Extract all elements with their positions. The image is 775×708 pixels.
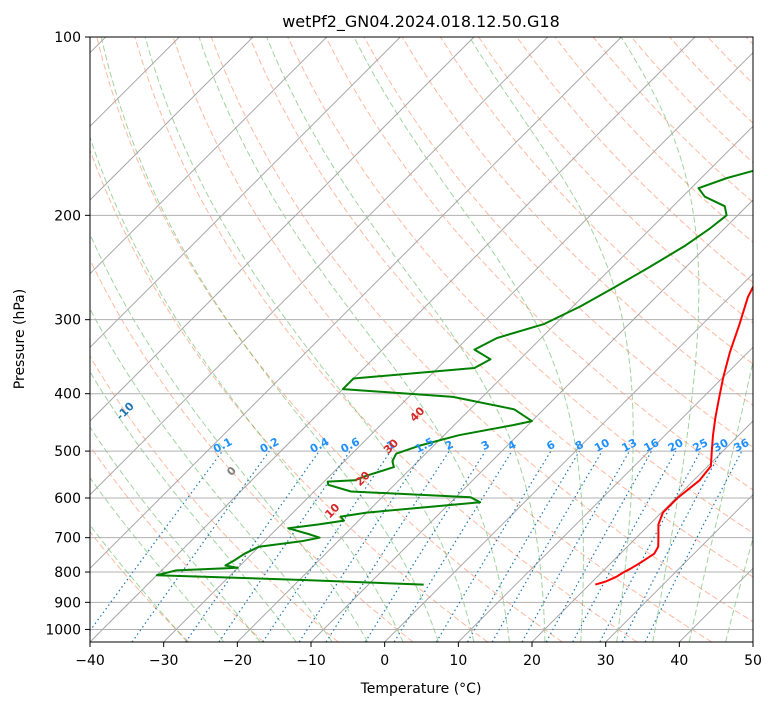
- mixing-ratio-line: [325, 450, 450, 642]
- moist-adiabat: [266, 37, 546, 642]
- dry-adiabat: [249, 37, 753, 578]
- dry-adiabat: [90, 148, 488, 642]
- mixing-ratio-label: 16: [642, 436, 662, 455]
- x-tick-label: 10: [449, 653, 467, 669]
- y-tick-label: 400: [54, 387, 81, 403]
- y-tick-label: 700: [54, 531, 81, 547]
- x-tick-label: −40: [75, 653, 105, 669]
- isotherm-line: [236, 125, 753, 642]
- isotherm-line: [384, 272, 753, 642]
- x-tick-label: −20: [223, 653, 253, 669]
- moist-adiabat: [90, 135, 404, 642]
- dry-adiabat: [516, 37, 753, 284]
- isotherm-line: [90, 37, 401, 349]
- mixing-ratio-line: [185, 450, 320, 642]
- y-tick-label: 300: [54, 313, 81, 329]
- moist-adiabat: [90, 476, 225, 642]
- moist-adiabat: [90, 370, 297, 642]
- moist-adiabat: [100, 37, 439, 642]
- dry-adiabat: [439, 37, 753, 365]
- y-tick-label: 500: [54, 444, 81, 460]
- dry-adiabat: [90, 445, 264, 642]
- moist-adiabat: [198, 37, 510, 642]
- dry-adiabat: [325, 37, 753, 491]
- x-tick-label: 30: [597, 653, 615, 669]
- plot-frame: [89, 36, 754, 643]
- x-tick-label: 40: [670, 653, 688, 669]
- mixing-ratio-line: [599, 450, 702, 642]
- y-tick-label: 800: [54, 565, 81, 581]
- moist-adiabat: [90, 232, 369, 642]
- isotherm-line: [752, 641, 753, 642]
- y-tick-label: 1000: [45, 622, 81, 638]
- mixing-ratio-line: [572, 450, 677, 642]
- dry-adiabat: [96, 37, 563, 642]
- mixing-ratio-line: [218, 450, 351, 642]
- moist-adiabat: [353, 37, 584, 642]
- isotherm-line: [310, 199, 753, 642]
- mixing-ratio-label: 30: [711, 436, 731, 455]
- moist-adiabat: [620, 37, 700, 642]
- moist-adiabat: [144, 37, 475, 642]
- isotherm-line: [90, 37, 475, 422]
- y-tick-label: 600: [54, 491, 81, 507]
- dry-adiabat: [134, 37, 638, 642]
- y-tick-label: 900: [54, 595, 81, 611]
- isotherm-line: [605, 493, 753, 642]
- mixing-ratio-line: [466, 450, 580, 642]
- isotherm-line: [90, 37, 549, 496]
- dewpoint-profile-line: [155, 169, 753, 586]
- mixing-ratio-line: [435, 450, 552, 642]
- x-tick-label: −10: [296, 653, 326, 669]
- y-axis-title: Pressure (hPa): [12, 289, 28, 389]
- mixing-ratio-line: [364, 450, 486, 642]
- isotherm-line: [457, 346, 753, 642]
- isotherm-line: [90, 37, 328, 275]
- isotherm-line: [90, 37, 254, 201]
- isotherm-line: [90, 37, 622, 570]
- isotherm-line: [531, 420, 753, 642]
- mixing-ratio-label: 25: [691, 436, 711, 455]
- chart-title: wetPf2_GN04.2024.018.12.50.G18: [282, 12, 560, 32]
- x-tick-label: 20: [523, 653, 541, 669]
- plot-background: [90, 37, 753, 642]
- x-tick-label: 50: [744, 653, 762, 669]
- x-axis-title: Temperature (°C): [360, 681, 482, 697]
- y-tick-label: 200: [54, 208, 81, 224]
- moist-adiabat: [90, 524, 188, 642]
- mixing-ratio-line: [393, 450, 513, 642]
- mixing-ratio-line: [262, 450, 392, 642]
- moist-adiabat: [90, 426, 261, 642]
- dry-adiabat: [401, 37, 753, 406]
- moist-adiabat: [688, 358, 753, 642]
- isotherm-line: [90, 37, 696, 642]
- mixing-ratio-label: 20: [666, 436, 686, 455]
- temperature-profile-line: [595, 284, 753, 586]
- mixing-ratio-label: 36: [732, 436, 752, 455]
- mixing-ratio-label: 13: [620, 436, 640, 455]
- y-tick-label: 100: [54, 30, 81, 46]
- moist-adiabat: [762, 37, 775, 642]
- x-tick-label: −30: [149, 653, 179, 669]
- x-tick-label: 0: [380, 653, 389, 669]
- dry-adiabat: [210, 37, 753, 623]
- dry-adiabat: [90, 531, 190, 642]
- isotherm-line: [163, 51, 753, 642]
- mixing-ratio-label: 10: [592, 436, 612, 455]
